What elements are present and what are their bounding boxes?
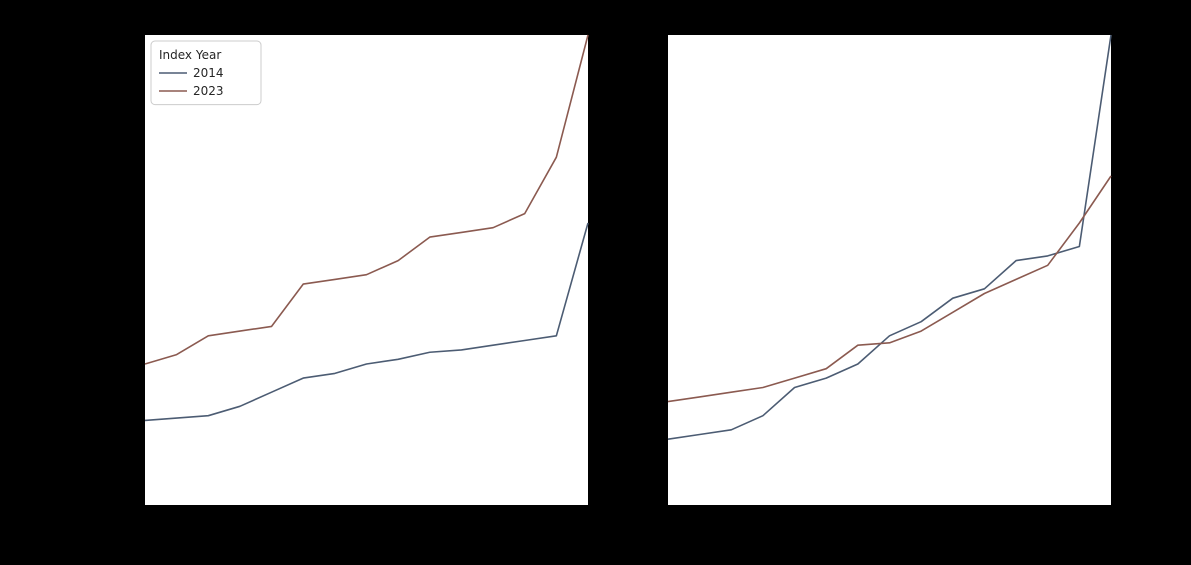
legend-label-2023: 2023 [193,84,224,98]
panel-left-background [145,35,588,505]
chart-container: Index Year 2014 2023 [0,0,1191,565]
figure-svg: Index Year 2014 2023 [0,0,1191,565]
panel-right [668,35,1111,505]
panel-right-background [668,35,1111,505]
legend-title: Index Year [159,48,221,62]
panel-left: Index Year 2014 2023 [145,35,588,505]
legend: Index Year 2014 2023 [151,41,261,105]
legend-label-2014: 2014 [193,66,224,80]
